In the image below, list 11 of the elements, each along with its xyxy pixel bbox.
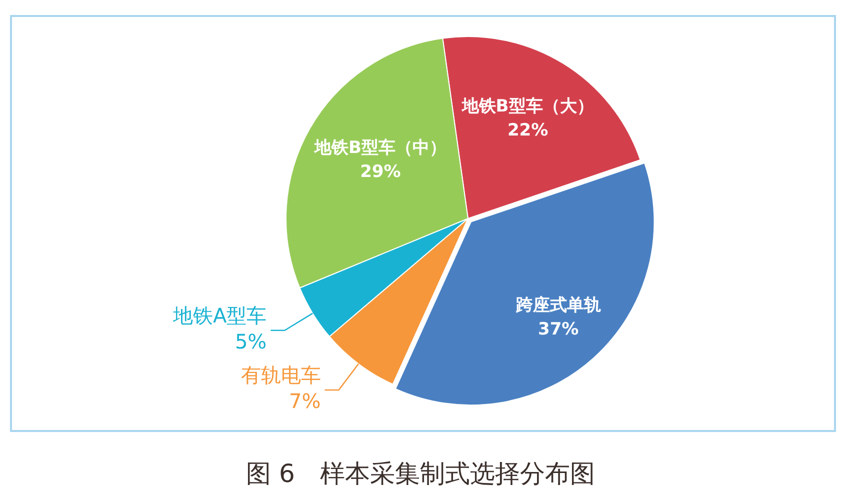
slice-label: 地铁B型车（大） <box>460 96 594 117</box>
slice-label: 地铁A型车 <box>172 304 267 328</box>
slice-label: 跨座式单轨 <box>514 296 601 316</box>
data-label: 5% <box>234 330 267 354</box>
slice-label: 地铁B型车（中） <box>313 138 446 158</box>
data-label: 22% <box>507 120 548 141</box>
data-label: 29% <box>360 162 401 182</box>
data-label: 37% <box>538 320 579 340</box>
slice-label: 有轨电车 <box>240 363 321 388</box>
text: 图 6 样本采集制式选择分布图 <box>245 458 596 490</box>
data-label: 7% <box>289 389 321 414</box>
